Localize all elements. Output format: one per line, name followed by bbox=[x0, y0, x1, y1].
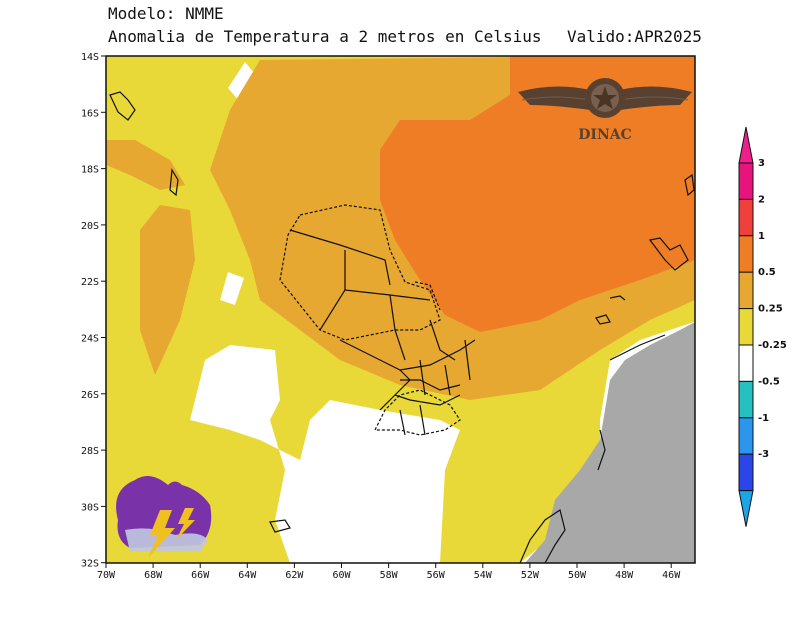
lon-tick-label: 56W bbox=[427, 570, 446, 581]
anomaly-1-2-region bbox=[380, 56, 695, 332]
lat-tick-label: 24S bbox=[81, 334, 99, 345]
colorbar: 3 2 1 0.5 0.25 -0.25 -0.5 -1 -3 bbox=[738, 126, 787, 527]
lat-tick-label: 32S bbox=[81, 559, 99, 570]
lon-tick-label: 50W bbox=[568, 570, 587, 581]
neutral-region-west bbox=[220, 272, 244, 305]
winged-emblem-icon bbox=[518, 78, 692, 118]
watermark-label: DINAC bbox=[578, 127, 632, 143]
lon-tick-label: 46W bbox=[662, 570, 681, 581]
lon-tick-label: 58W bbox=[380, 570, 399, 581]
lon-tick-label: 68W bbox=[144, 570, 163, 581]
lat-tick-label: 26S bbox=[81, 390, 99, 401]
colorbar-label: -0.5 bbox=[758, 376, 780, 387]
lat-tick-label: 30S bbox=[81, 502, 99, 513]
colorbar-label: -1 bbox=[758, 413, 769, 424]
lat-tick-label: 28S bbox=[81, 446, 99, 457]
anomaly-05-1-northwest bbox=[106, 140, 185, 190]
storm-cloud-lightning-icon bbox=[116, 476, 212, 558]
colorbar-segment bbox=[738, 344, 754, 382]
map-frame bbox=[105, 55, 696, 564]
anomaly-05-1-west bbox=[140, 205, 195, 375]
lon-tick-label: 54W bbox=[474, 570, 493, 581]
ocean bbox=[525, 322, 695, 563]
colorbar-segment bbox=[738, 235, 754, 273]
colorbar-label: 2 bbox=[758, 194, 765, 205]
colorbar-segment bbox=[738, 308, 754, 346]
colorbar-segment bbox=[738, 380, 754, 419]
lat-tick-label: 16S bbox=[81, 108, 99, 119]
colorbar-label: -3 bbox=[758, 449, 769, 460]
colorbar-label: 1 bbox=[758, 231, 765, 242]
longitude-axis: 70W 68W 66W 64W 62W 60W 58W 56W 54W 52W 50W 48W 46W bbox=[97, 563, 681, 581]
lon-tick-label: 52W bbox=[521, 570, 540, 581]
colorbar-segment bbox=[738, 453, 754, 492]
colorbar-label: 0.5 bbox=[758, 267, 776, 278]
lat-tick-label: 22S bbox=[81, 277, 99, 288]
lon-tick-label: 64W bbox=[238, 570, 257, 581]
colorbar-segment bbox=[738, 271, 754, 310]
colorbar-label: 0.25 bbox=[758, 304, 783, 315]
neutral-region-south bbox=[190, 345, 460, 563]
colorbar-segment bbox=[738, 162, 754, 200]
lon-tick-label: 66W bbox=[191, 570, 210, 581]
latitude-axis: 14S 16S 18S 20S 22S 24S 26S 28S 30S 32S bbox=[81, 52, 106, 570]
variable-title: Anomalia de Temperatura a 2 metros en Ce… bbox=[108, 27, 542, 46]
colorbar-label: -0.25 bbox=[758, 340, 787, 351]
lat-tick-label: 18S bbox=[81, 165, 99, 176]
country-borders bbox=[109, 91, 695, 563]
colorbar-top-arrow bbox=[738, 126, 754, 164]
valid-date-title: Valido:APR2025 bbox=[567, 27, 702, 46]
map-field bbox=[106, 56, 695, 563]
dinac-watermark: DINAC bbox=[518, 78, 692, 143]
colorbar-label: 3 bbox=[758, 158, 765, 169]
lat-tick-label: 20S bbox=[81, 221, 99, 232]
lon-tick-label: 60W bbox=[332, 570, 351, 581]
colorbar-bottom-arrow bbox=[738, 490, 754, 527]
lon-tick-label: 70W bbox=[97, 570, 116, 581]
colorbar-segment bbox=[738, 417, 754, 455]
lat-tick-label: 14S bbox=[81, 52, 99, 63]
lon-tick-label: 62W bbox=[285, 570, 304, 581]
colorbar-segment bbox=[738, 198, 754, 237]
model-title: Modelo: NMME bbox=[108, 4, 224, 23]
lon-tick-label: 48W bbox=[615, 570, 634, 581]
